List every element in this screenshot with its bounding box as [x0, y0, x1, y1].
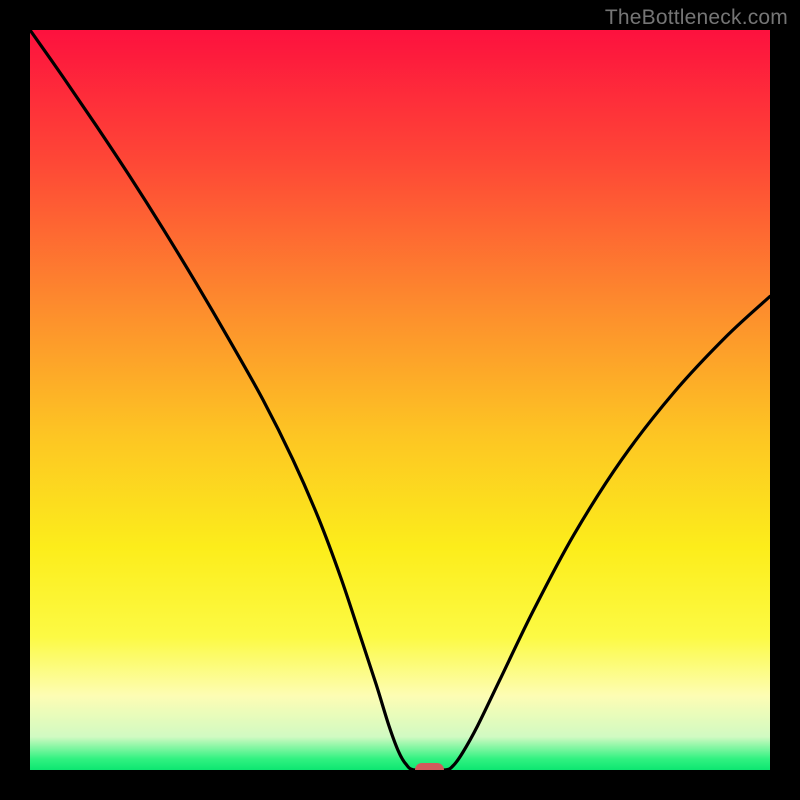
optimum-marker — [415, 763, 445, 770]
watermark-text: TheBottleneck.com — [605, 6, 788, 30]
plot-area — [30, 30, 770, 770]
bottleneck-curve — [30, 30, 770, 770]
chart-container: TheBottleneck.com — [0, 0, 800, 800]
